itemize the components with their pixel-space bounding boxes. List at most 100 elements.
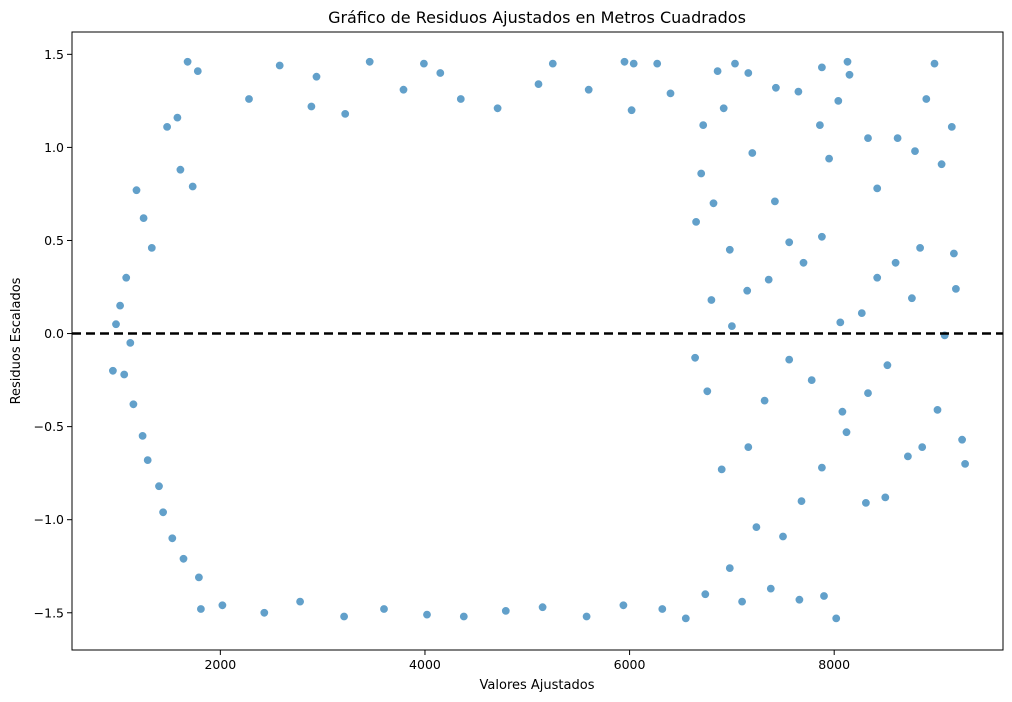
data-point (706, 295, 717, 305)
data-point (784, 354, 794, 365)
data-point (725, 245, 735, 255)
y-tick-label: 0.5 (44, 233, 64, 248)
data-point (275, 60, 285, 71)
x-axis-ticks: 2000 4000 6000 8000 (204, 650, 850, 672)
data-point (142, 455, 153, 465)
data-point (815, 120, 825, 130)
data-point (537, 602, 548, 612)
data-point (259, 608, 270, 618)
data-point (618, 600, 629, 611)
data-point (657, 604, 668, 614)
data-point (702, 386, 713, 397)
data-point (863, 388, 873, 398)
data-point (172, 112, 183, 123)
data-point (824, 153, 834, 164)
data-point (398, 84, 409, 95)
data-point (778, 531, 788, 542)
data-point (960, 459, 970, 469)
data-point (936, 159, 947, 169)
data-point (419, 58, 429, 69)
x-tick-label: 6000 (614, 657, 646, 672)
data-point (872, 183, 882, 194)
data-point (435, 68, 446, 78)
data-point (629, 58, 639, 69)
data-point (712, 66, 723, 76)
data-point (817, 462, 827, 473)
data-point (743, 68, 754, 78)
data-point (217, 600, 228, 611)
data-point (917, 442, 927, 452)
y-tick-label: 1.5 (44, 47, 64, 62)
data-point (727, 321, 737, 331)
chart-title: Gráfico de Residuos Ajustados en Metros … (328, 8, 746, 27)
data-point (915, 243, 925, 253)
data-point (759, 395, 770, 406)
data-point (784, 237, 794, 248)
data-point (742, 286, 752, 296)
data-point (681, 613, 691, 624)
data-point (743, 442, 754, 452)
data-point (751, 522, 762, 532)
data-point (459, 611, 469, 622)
data-point (115, 300, 125, 311)
data-point (187, 181, 198, 192)
data-point (691, 217, 701, 227)
data-point (306, 101, 317, 112)
data-point (501, 606, 511, 616)
data-point (708, 198, 719, 209)
data-point (817, 232, 827, 242)
data-point (178, 554, 189, 564)
data-point (339, 611, 349, 622)
y-tick-label: 0.0 (44, 326, 64, 341)
data-point (581, 611, 592, 622)
data-point (698, 120, 708, 130)
data-point (880, 492, 891, 503)
data-points (108, 57, 970, 624)
data-point (138, 213, 149, 223)
data-point (730, 58, 740, 69)
data-point (921, 94, 932, 104)
data-point (244, 94, 254, 104)
data-point (947, 122, 957, 132)
data-point (910, 146, 920, 156)
data-point (492, 103, 503, 114)
data-point (844, 70, 855, 80)
data-point (700, 589, 711, 599)
data-point (770, 196, 780, 207)
data-point (957, 435, 967, 445)
x-tick-label: 8000 (818, 657, 850, 672)
data-point (167, 533, 178, 544)
data-point (861, 498, 871, 508)
data-point (125, 338, 136, 348)
data-point (932, 405, 943, 415)
y-tick-label: 1.0 (44, 140, 64, 155)
data-point (835, 317, 846, 328)
data-point (422, 609, 432, 620)
data-point (128, 399, 139, 410)
data-point (949, 248, 959, 259)
data-point (584, 84, 594, 95)
data-point (175, 164, 186, 175)
data-point (951, 284, 961, 294)
data-point (111, 319, 121, 329)
data-point (652, 58, 662, 69)
data-point (725, 563, 735, 573)
data-point (817, 62, 827, 73)
data-point (863, 133, 873, 143)
data-point (793, 86, 804, 97)
y-axis-ticks: −1.5 −1.0 −0.5 0.0 0.5 1.0 1.5 (34, 47, 72, 620)
y-tick-label: −0.5 (34, 419, 64, 434)
data-point (837, 407, 848, 417)
data-point (892, 133, 903, 143)
data-point (794, 595, 805, 605)
data-point (162, 122, 172, 132)
data-point (108, 366, 118, 376)
data-point (154, 481, 164, 491)
data-point (857, 308, 867, 318)
data-point (665, 88, 676, 99)
data-point (121, 273, 131, 283)
data-point (340, 109, 350, 119)
data-point (903, 451, 913, 462)
data-point (842, 57, 853, 67)
data-point (833, 96, 844, 106)
